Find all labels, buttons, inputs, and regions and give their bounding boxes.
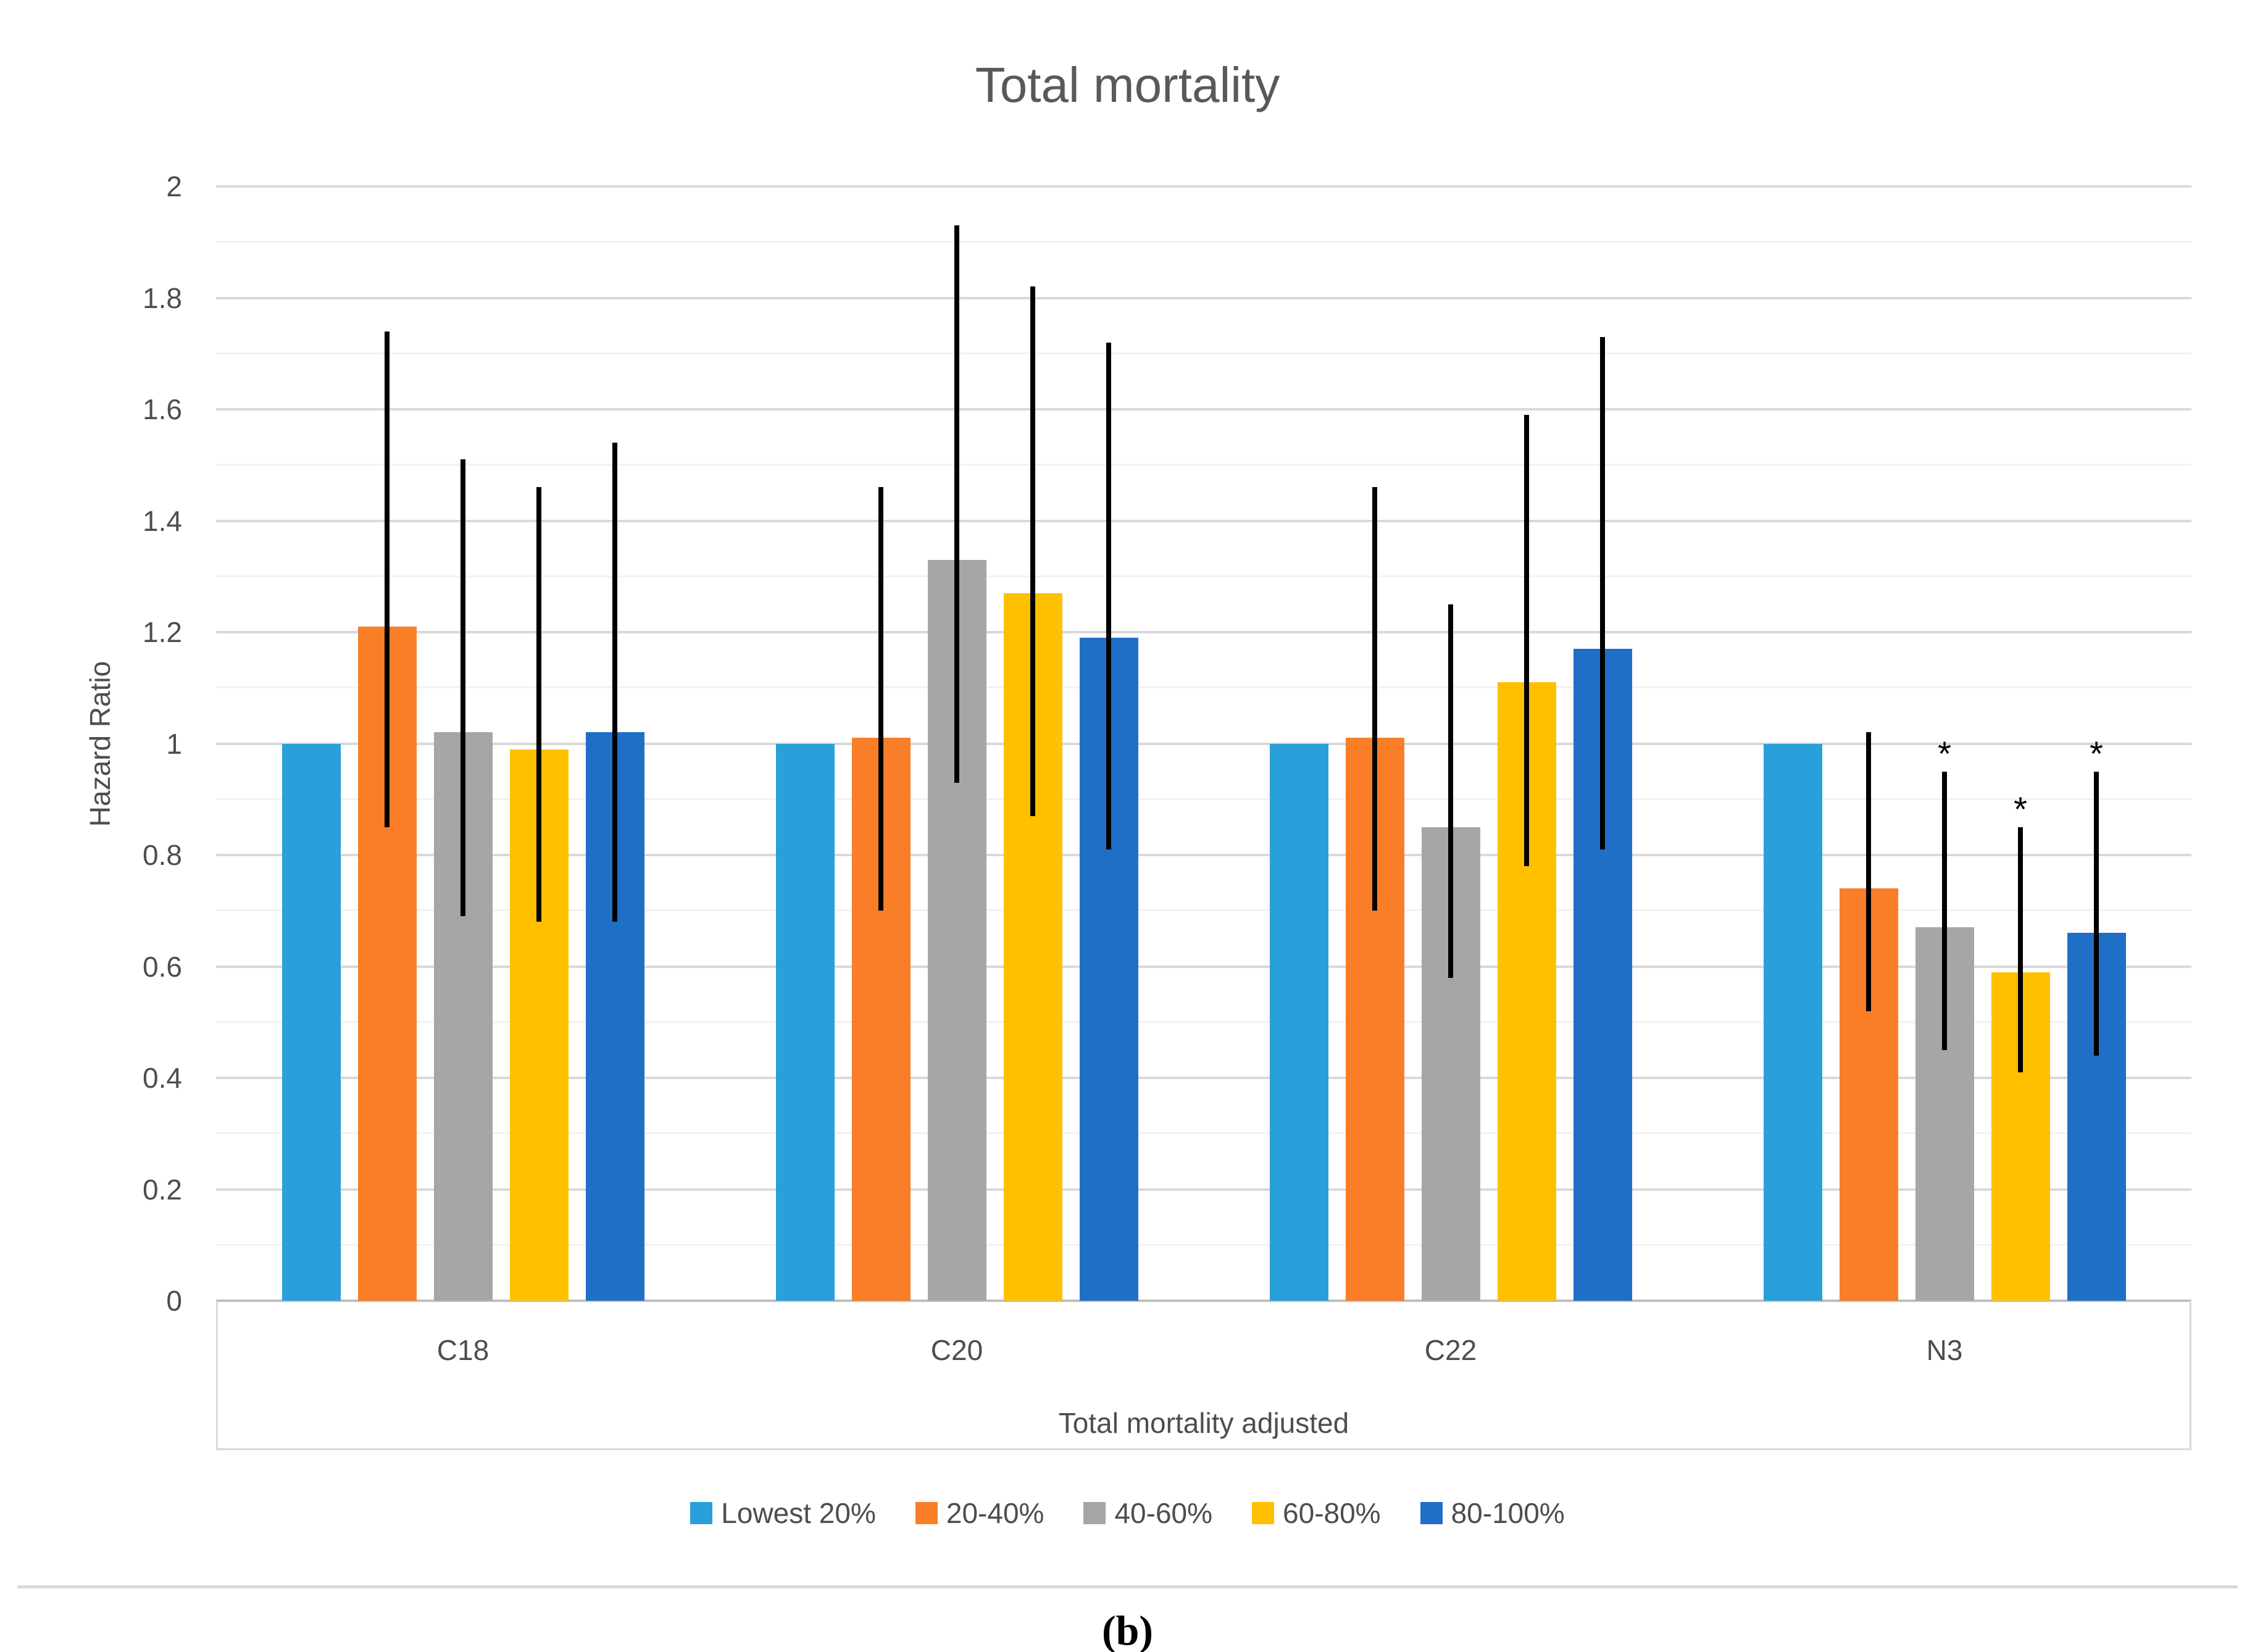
error-bar-C20-40-60%: [954, 225, 959, 783]
x-axis-line: [216, 1299, 2191, 1302]
error-bar-C22-40-60%: [1448, 604, 1453, 978]
significance-asterisk: *: [2090, 733, 2103, 773]
chart-title: Total mortality: [975, 57, 1280, 112]
legend-swatch: [1252, 1502, 1275, 1524]
error-bar-C22-80-100%: [1600, 336, 1605, 849]
error-bar-C20-20-40%: [878, 487, 883, 911]
y-tick-label: 1.4: [143, 504, 182, 537]
y-tick-label: 0.8: [143, 839, 182, 871]
x-tick-label-C22: C22: [1424, 1334, 1477, 1366]
figure-caption: (b): [1101, 1607, 1154, 1652]
error-bar-C18-40-60%: [461, 459, 465, 917]
minor-gridline: [216, 464, 2191, 466]
y-axis-title: Hazard Ratio: [84, 661, 116, 827]
minor-gridline: [216, 241, 2191, 243]
x-axis-title: Total mortality adjusted: [1058, 1407, 1349, 1439]
error-bar-C18-80-100%: [612, 443, 617, 922]
y-tick-label: 2: [166, 170, 182, 202]
minor-gridline: [216, 352, 2191, 354]
error-bar-N3-20-40%: [1866, 732, 1871, 1011]
y-tick-label: 1.6: [143, 393, 182, 425]
minor-gridline: [216, 1132, 2191, 1135]
bar-N3-Lowest 20%: [1763, 743, 1822, 1301]
major-gridline: [216, 408, 2191, 411]
error-bar-C20-80-100%: [1106, 342, 1111, 849]
error-bar-C20-60-80%: [1030, 286, 1035, 816]
major-gridline: [216, 296, 2191, 299]
major-gridline: [216, 742, 2191, 745]
legend-swatch: [1420, 1502, 1443, 1524]
legend-swatch: [915, 1502, 938, 1524]
y-tick-label: 1: [166, 727, 182, 760]
legend-label: Lowest 20%: [721, 1497, 876, 1529]
legend-item-80-100%: 80-100%: [1420, 1496, 1565, 1530]
y-tick-label: 0.6: [143, 950, 182, 983]
x-tick-label-C20: C20: [930, 1334, 983, 1366]
minor-gridline: [216, 798, 2191, 800]
legend-label: 20-40%: [946, 1497, 1044, 1529]
x-tick-label-C18: C18: [436, 1334, 490, 1366]
legend-item-40-60%: 40-60%: [1083, 1496, 1212, 1530]
error-bar-N3-60-80%: [2018, 827, 2023, 1072]
bar-C18-Lowest 20%: [281, 743, 341, 1301]
legend-item-20-40%: 20-40%: [915, 1496, 1044, 1530]
major-gridline: [216, 185, 2191, 188]
legend-swatch: [690, 1502, 713, 1524]
major-gridline: [216, 519, 2191, 522]
major-gridline: [216, 1077, 2191, 1079]
minor-gridline: [216, 909, 2191, 912]
error-bar-N3-40-60%: [1942, 771, 1947, 1050]
category-label-box: [216, 1301, 2191, 1450]
minor-gridline: [216, 686, 2191, 689]
minor-gridline: [216, 1243, 2191, 1246]
x-tick-label-N3: N3: [1926, 1334, 1963, 1366]
minor-gridline: [216, 575, 2191, 577]
error-bar-C18-60-80%: [536, 487, 541, 922]
significance-asterisk: *: [2014, 789, 2027, 828]
bar-C22-Lowest 20%: [1269, 743, 1328, 1301]
divider-line: [17, 1585, 2238, 1588]
legend-label: 60-80%: [1283, 1497, 1381, 1529]
error-bar-C22-60-80%: [1524, 415, 1529, 867]
y-tick-label: 1.2: [143, 616, 182, 648]
error-bar-C18-20-40%: [385, 331, 390, 827]
legend-label: 80-100%: [1451, 1497, 1565, 1529]
major-gridline: [216, 1188, 2191, 1191]
y-tick-label: 1.8: [143, 282, 182, 314]
bar-C20-Lowest 20%: [775, 743, 835, 1301]
major-gridline: [216, 965, 2191, 968]
y-tick-label: 0.4: [143, 1062, 182, 1094]
legend-label: 40-60%: [1114, 1497, 1213, 1529]
y-tick-label: 0.2: [143, 1173, 182, 1206]
y-tick-label: 0: [166, 1285, 182, 1317]
legend-item-60-80%: 60-80%: [1252, 1496, 1381, 1530]
minor-gridline: [216, 1020, 2191, 1023]
legend-swatch: [1083, 1502, 1106, 1524]
major-gridline: [216, 631, 2191, 633]
legend-item-Lowest 20%: Lowest 20%: [690, 1496, 876, 1530]
major-gridline: [216, 854, 2191, 856]
error-bar-C22-20-40%: [1372, 487, 1377, 911]
legend: Lowest 20% 20-40% 40-60% 60-80% 80-100%: [0, 1496, 2255, 1530]
error-bar-N3-80-100%: [2094, 771, 2099, 1056]
significance-asterisk: *: [1938, 733, 1951, 773]
